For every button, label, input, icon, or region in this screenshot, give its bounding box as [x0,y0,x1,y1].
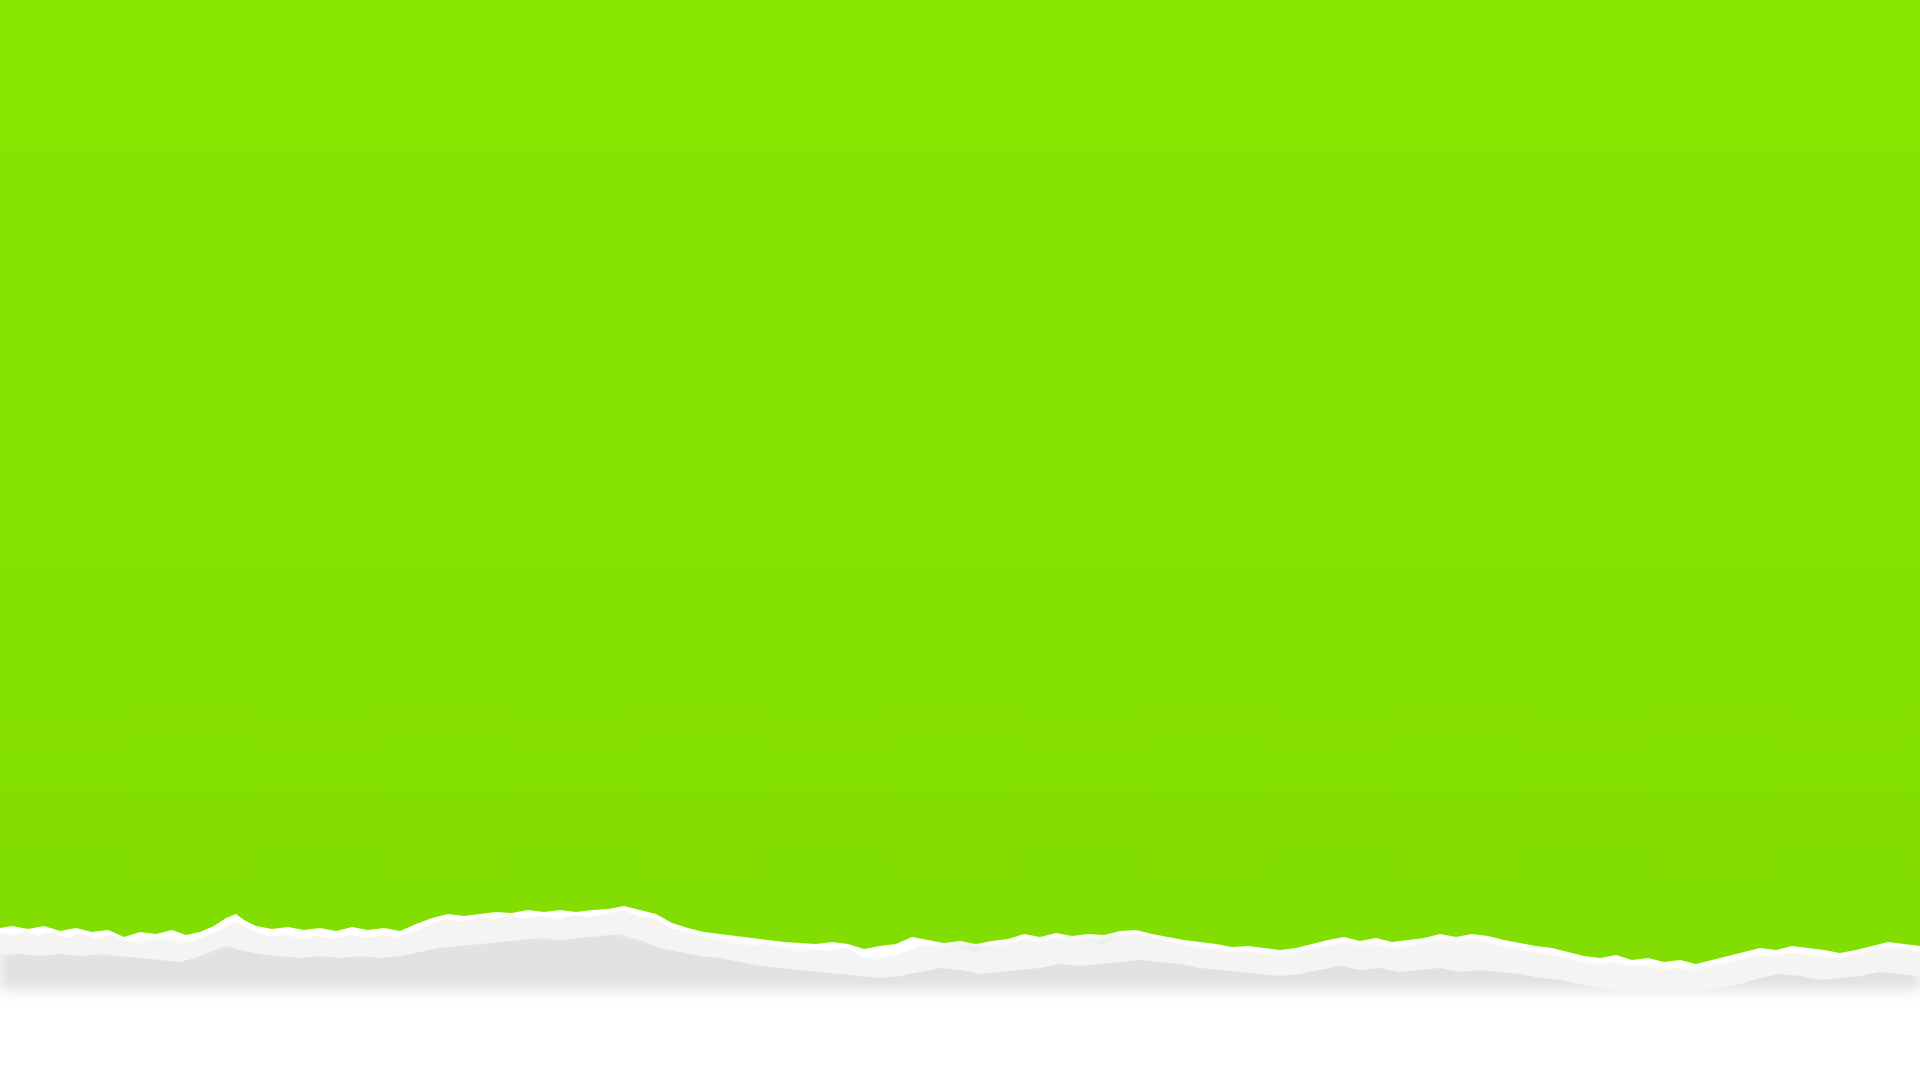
green-paper-sheet [0,0,1920,964]
torn-edge-white [0,910,1920,992]
